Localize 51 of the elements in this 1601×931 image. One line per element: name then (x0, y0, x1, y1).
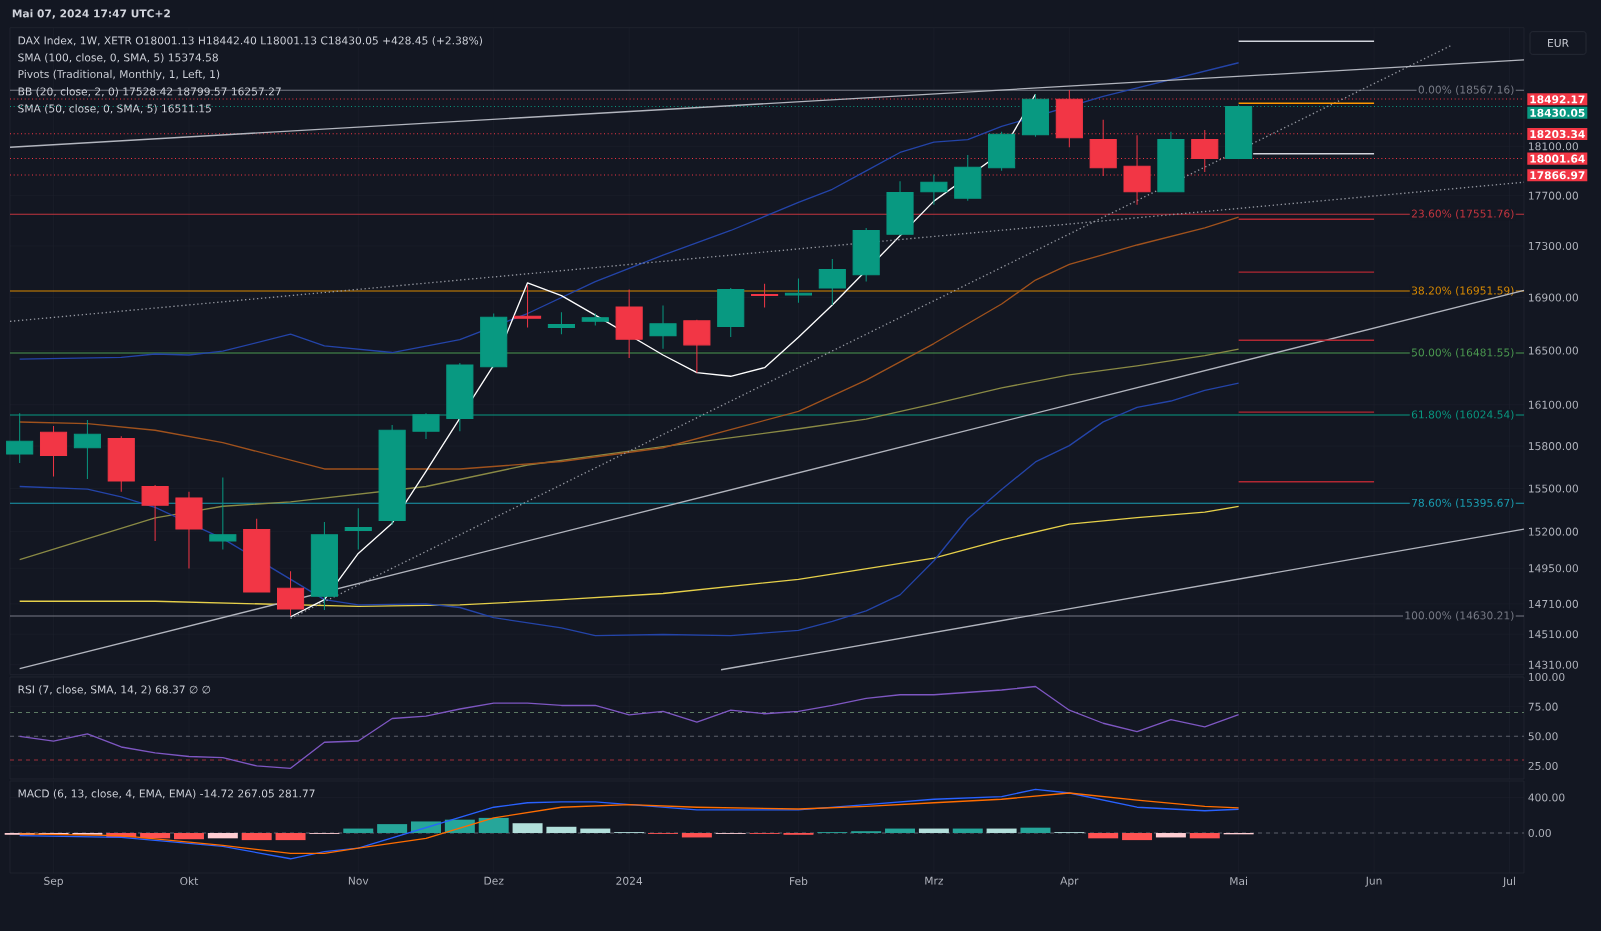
ref-line-label: 50.00% (16481.55) (1411, 348, 1514, 358)
y-axis-title: EUR (1548, 39, 1569, 47)
y-tick-label: 400.00 (1528, 793, 1565, 802)
x-tick-label: Jun (1365, 876, 1382, 887)
y-tick-label: 14950.00 (1529, 564, 1579, 573)
ref-line-label: 18001.64 (1530, 154, 1585, 163)
x-tick-label: Nov (348, 876, 369, 885)
x-tick-label: 2024 (616, 876, 643, 885)
ref-line-label: 0.00% (18567.16) (1418, 85, 1514, 95)
y-tick-label: 18100.00 (1529, 142, 1579, 151)
ref-line-label: 18492.17 (1530, 95, 1585, 104)
x-tick-label: Mrz (925, 876, 944, 885)
y-tick-label: 0.00 (1528, 828, 1551, 838)
annotation: BB (20, close, 2, 0) 17528.42 18799.57 16257.27 (18, 87, 281, 97)
y-tick-label: 15200.00 (1529, 527, 1579, 536)
y-tick-label: 100.00 (1529, 672, 1565, 682)
ref-line-label: 38.20% (16951.59) (1411, 286, 1514, 296)
annotation: MACD (6, 13, close, 4, EMA, EMA) -14.72 267.05 281.77 (18, 789, 315, 799)
y-tick-label: 16500.00 (1529, 346, 1579, 355)
y-tick-label: 15500.00 (1529, 484, 1579, 493)
x-tick-label: Apr (1060, 876, 1079, 887)
annotation: SMA (100, close, 0, SMA, 5) 15374.58 (18, 53, 218, 63)
y-tick-label: 17300.00 (1529, 241, 1579, 250)
y-tick-label: 14510.00 (1529, 630, 1579, 639)
ref-line-label: 18430.05 (1530, 108, 1585, 117)
x-tick-label: Okt (180, 876, 199, 886)
y-tick-label: 50.00 (1528, 732, 1558, 741)
annotation: RSI (7, close, SMA, 14, 2) 68.37 ∅ ∅ (18, 685, 211, 695)
y-tick-label: 17700.00 (1529, 191, 1579, 200)
ref-line-label: 23.60% (17551.76) (1411, 209, 1514, 219)
y-tick-label: 25.00 (1528, 761, 1558, 770)
ref-line-label: 78.60% (15395.67) (1412, 498, 1514, 509)
ref-line-label: 61.80% (16024.54) (1411, 410, 1514, 420)
chart-title: Mai 07, 2024 17:47 UTC+2 (12, 9, 170, 19)
x-tick-label: Sep (44, 876, 64, 887)
x-tick-label: Dez (484, 876, 504, 885)
y-tick-label: 14710.00 (1529, 599, 1579, 608)
ref-line-label: 100.00% (14630.21) (1405, 611, 1514, 621)
ref-line-label: 18203.34 (1530, 130, 1585, 139)
x-tick-label: Jul (1502, 876, 1515, 888)
y-tick-label: 16100.00 (1529, 400, 1579, 409)
y-tick-label: 75.00 (1528, 702, 1558, 711)
y-tick-label: 15800.00 (1529, 442, 1579, 451)
annotation: SMA (50, close, 0, SMA, 5) 16511.15 (18, 104, 211, 114)
x-tick-label: Feb (790, 876, 808, 886)
annotation: Pivots (Traditional, Monthly, 1, Left, 1) (18, 69, 220, 81)
y-tick-label: 16900.00 (1529, 293, 1579, 302)
annotation: DAX Index, 1W, XETR O18001.13 H18442.40 L18001.13 C18430.05 +428.45 (+2.38%) (18, 36, 482, 46)
y-tick-label: 14310.00 (1529, 660, 1579, 669)
x-tick-label: Mai (1230, 876, 1247, 886)
ref-line-label: 17866.97 (1530, 171, 1585, 180)
